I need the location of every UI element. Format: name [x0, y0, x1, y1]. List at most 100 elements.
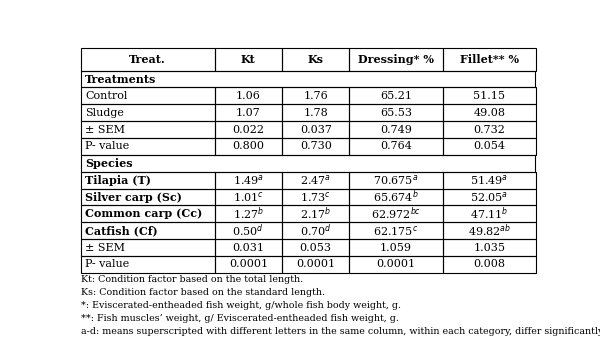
Text: 49.82$^{ab}$: 49.82$^{ab}$ [468, 222, 511, 239]
Bar [282, 205, 349, 222]
Bar [282, 88, 349, 104]
Text: 0.70$^{d}$: 0.70$^{d}$ [300, 222, 332, 239]
Bar [80, 48, 215, 71]
Text: 0.0001: 0.0001 [376, 259, 416, 269]
Bar [443, 121, 536, 138]
Text: Fillet** %: Fillet** % [460, 54, 518, 65]
Bar [349, 222, 443, 239]
Bar [443, 48, 536, 71]
Text: 2.17$^{b}$: 2.17$^{b}$ [300, 205, 331, 222]
Text: Control: Control [85, 91, 128, 101]
Text: 0.50$^{d}$: 0.50$^{d}$ [232, 222, 265, 239]
Bar [215, 121, 282, 138]
Bar [215, 172, 282, 189]
Bar [349, 121, 443, 138]
Text: Common carp (Cc): Common carp (Cc) [85, 208, 202, 219]
Text: Ks: Condition factor based on the standard length.: Ks: Condition factor based on the standa… [80, 288, 325, 297]
Text: 1.06: 1.06 [236, 91, 261, 101]
Text: 1.78: 1.78 [304, 108, 328, 118]
Bar [443, 138, 536, 155]
Text: 49.08: 49.08 [473, 108, 505, 118]
Bar [349, 172, 443, 189]
Text: 0.031: 0.031 [232, 243, 265, 253]
Bar [443, 239, 536, 256]
Text: 62.972$^{bc}$: 62.972$^{bc}$ [371, 205, 421, 222]
Text: 0.022: 0.022 [232, 125, 265, 134]
Text: Kt: Condition factor based on the total length.: Kt: Condition factor based on the total … [80, 275, 303, 284]
Text: 1.27$^{b}$: 1.27$^{b}$ [233, 205, 264, 222]
Bar [80, 155, 535, 172]
Text: Tilapia (T): Tilapia (T) [85, 175, 151, 186]
Text: 0.800: 0.800 [232, 142, 265, 151]
Text: P- value: P- value [85, 142, 130, 151]
Text: 0.730: 0.730 [300, 142, 332, 151]
Bar [80, 256, 215, 273]
Bar [282, 104, 349, 121]
Text: 62.175$^{c}$: 62.175$^{c}$ [373, 224, 419, 238]
Bar [80, 222, 215, 239]
Text: 1.76: 1.76 [304, 91, 328, 101]
Bar [80, 88, 215, 104]
Bar [443, 189, 536, 205]
Text: 1.059: 1.059 [380, 243, 412, 253]
Bar [215, 239, 282, 256]
Bar [282, 189, 349, 205]
Bar [80, 104, 215, 121]
Text: Treatments: Treatments [85, 73, 157, 85]
Bar [443, 205, 536, 222]
Bar [215, 205, 282, 222]
Bar [282, 222, 349, 239]
Text: Sludge: Sludge [85, 108, 124, 118]
Text: 52.05$^{a}$: 52.05$^{a}$ [470, 190, 508, 204]
Bar [349, 239, 443, 256]
Bar [443, 222, 536, 239]
Text: 0.054: 0.054 [473, 142, 505, 151]
Text: 1.49$^{a}$: 1.49$^{a}$ [233, 173, 264, 187]
Text: 0.053: 0.053 [299, 243, 332, 253]
Text: 1.73$^{c}$: 1.73$^{c}$ [300, 190, 331, 204]
Bar [215, 88, 282, 104]
Text: 1.01$^{c}$: 1.01$^{c}$ [233, 190, 264, 204]
Text: ± SEM: ± SEM [85, 243, 125, 253]
Text: Catfish (Cf): Catfish (Cf) [85, 225, 158, 236]
Bar [80, 71, 535, 88]
Bar [80, 239, 215, 256]
Bar [80, 121, 215, 138]
Bar [215, 189, 282, 205]
Text: 65.674$^{b}$: 65.674$^{b}$ [373, 189, 419, 205]
Bar [443, 256, 536, 273]
Text: 65.53: 65.53 [380, 108, 412, 118]
Text: Silver carp (Sc): Silver carp (Sc) [85, 192, 182, 203]
Bar [215, 48, 282, 71]
Text: Species: Species [85, 158, 133, 169]
Text: 51.49$^{a}$: 51.49$^{a}$ [470, 173, 508, 187]
Text: 47.11$^{b}$: 47.11$^{b}$ [470, 205, 508, 222]
Text: 2.47$^{a}$: 2.47$^{a}$ [300, 173, 331, 187]
Text: *: Eviscerated-entheaded fish weight, g/whole fish body weight, g.: *: Eviscerated-entheaded fish weight, g/… [80, 301, 401, 310]
Bar [282, 172, 349, 189]
Bar [215, 222, 282, 239]
Bar [215, 104, 282, 121]
Text: **: Fish muscles’ weight, g/ Eviscerated-entheaded fish weight, g.: **: Fish muscles’ weight, g/ Eviscerated… [80, 314, 398, 323]
Bar [215, 256, 282, 273]
Text: 0.008: 0.008 [473, 259, 505, 269]
Bar [443, 104, 536, 121]
Bar [349, 138, 443, 155]
Bar [349, 205, 443, 222]
Bar [282, 48, 349, 71]
Bar [80, 138, 215, 155]
Bar [443, 172, 536, 189]
Text: 0.037: 0.037 [300, 125, 332, 134]
Bar [80, 205, 215, 222]
Text: 1.035: 1.035 [473, 243, 505, 253]
Bar [80, 189, 215, 205]
Text: Dressing* %: Dressing* % [358, 54, 434, 65]
Text: Ks: Ks [308, 54, 323, 65]
Text: 0.764: 0.764 [380, 142, 412, 151]
Text: a-d: means superscripted with different letters in the same column, within each : a-d: means superscripted with different … [80, 327, 600, 336]
Text: 65.21: 65.21 [380, 91, 412, 101]
Text: 0.749: 0.749 [380, 125, 412, 134]
Text: 0.0001: 0.0001 [229, 259, 268, 269]
Text: 0.732: 0.732 [473, 125, 505, 134]
Bar [80, 172, 215, 189]
